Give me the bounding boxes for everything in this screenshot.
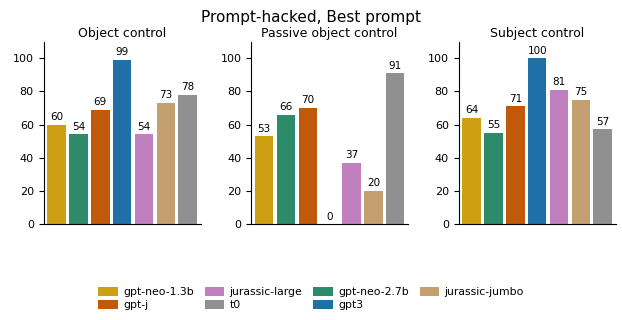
Bar: [179, 95, 197, 224]
Bar: [113, 60, 131, 224]
Bar: [135, 134, 153, 224]
Legend: gpt-neo-1.3b, gpt-j, jurassic-large, t0, gpt-neo-2.7b, gpt3, jurassic-jumbo: gpt-neo-1.3b, gpt-j, jurassic-large, t0,…: [94, 282, 528, 315]
Bar: [255, 136, 274, 224]
Title: Passive object control: Passive object control: [261, 28, 398, 40]
Bar: [506, 106, 524, 224]
Text: 81: 81: [552, 77, 565, 87]
Text: 75: 75: [574, 87, 587, 97]
Bar: [157, 103, 175, 224]
Text: 54: 54: [72, 122, 85, 132]
Bar: [550, 90, 569, 224]
Text: 60: 60: [50, 112, 63, 122]
Bar: [277, 115, 295, 224]
Text: 37: 37: [345, 150, 358, 160]
Bar: [572, 100, 590, 224]
Text: 66: 66: [279, 102, 292, 112]
Text: 91: 91: [389, 60, 402, 71]
Bar: [364, 191, 383, 224]
Text: 71: 71: [509, 94, 522, 104]
Bar: [47, 124, 66, 224]
Bar: [528, 58, 547, 224]
Text: 54: 54: [137, 122, 151, 132]
Bar: [69, 134, 88, 224]
Text: 55: 55: [487, 120, 500, 130]
Text: 69: 69: [94, 97, 107, 107]
Text: 20: 20: [367, 178, 380, 188]
Bar: [342, 163, 361, 224]
Bar: [299, 108, 317, 224]
Text: 99: 99: [116, 47, 129, 57]
Text: 70: 70: [301, 95, 314, 106]
Text: 57: 57: [596, 117, 610, 127]
Text: 100: 100: [527, 46, 547, 56]
Title: Subject control: Subject control: [490, 28, 584, 40]
Text: 64: 64: [465, 105, 478, 116]
Bar: [593, 130, 612, 224]
Bar: [484, 133, 503, 224]
Text: 78: 78: [181, 82, 194, 92]
Text: 73: 73: [159, 91, 172, 100]
Text: Prompt-hacked, Best prompt: Prompt-hacked, Best prompt: [201, 10, 421, 25]
Bar: [462, 118, 481, 224]
Title: Object control: Object control: [78, 28, 166, 40]
Text: 53: 53: [258, 124, 271, 134]
Bar: [386, 73, 404, 224]
Bar: [91, 109, 109, 224]
Text: 0: 0: [327, 212, 333, 221]
